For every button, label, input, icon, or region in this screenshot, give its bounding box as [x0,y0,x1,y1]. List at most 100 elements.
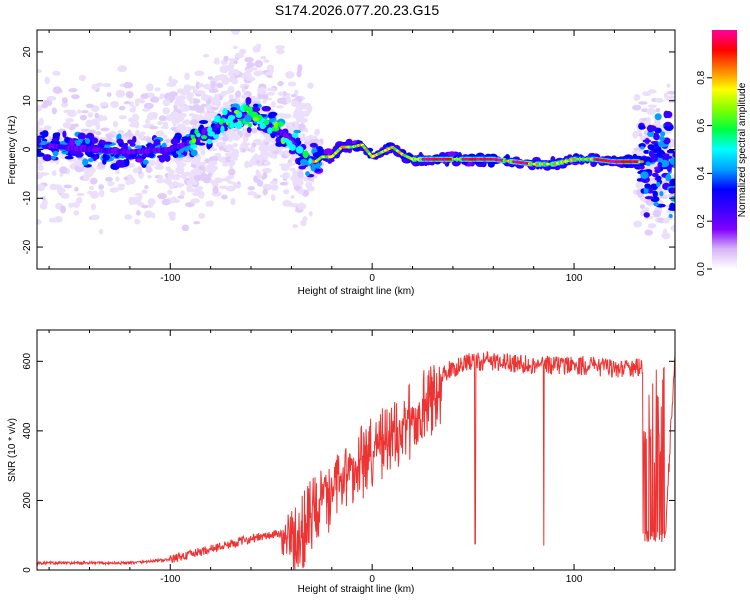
spectrogram-haze-blob [260,150,268,158]
spectrogram-blob [261,105,272,112]
spectrogram-haze-blob [218,185,229,189]
spectrogram-haze-blob [99,102,109,107]
spectrogram-haze-blob [90,214,100,221]
spectrogram-haze-blob [115,186,125,191]
spectrogram-haze-blob [115,89,126,98]
spectrogram-blob [115,159,125,167]
spectrogram-haze-blob [262,171,268,180]
spectrogram-haze-blob [647,104,657,109]
spectrogram-haze-blob [136,210,141,216]
spectrogram-haze-blob [107,180,115,187]
spectrogram-haze-blob [293,185,301,191]
spectrogram-haze-blob [142,124,151,129]
spectrogram-haze-blob [176,95,187,101]
spectrogram-haze-blob [196,105,205,113]
spectrogram-haze-blob [185,202,195,208]
spectrogram-blob [638,142,646,149]
spectrogram-blob [148,152,155,158]
spectrogram-haze-blob [52,86,62,94]
spectrogram-haze-blob [37,164,44,172]
spectrogram-bright-blob [227,114,236,121]
spectrogram-haze-blob [162,99,171,107]
spectrogram-haze-blob [123,81,134,89]
spectrogram-haze-blob [218,145,224,151]
spectrogram-haze-blob [255,139,262,146]
spectrogram-haze-blob [255,159,261,164]
spectrogram-haze-blob [168,75,173,83]
colorbar-tick-label: 0.0 [696,262,707,276]
spectrogram-haze-blob [249,67,258,71]
spectrogram-haze-blob [37,171,41,175]
spectrogram-haze-blob [293,110,300,118]
spectrogram-haze-blob [37,183,46,192]
spectrogram-xtick-label: -100 [160,273,180,284]
spectrogram-haze-blob [185,91,192,96]
spectrogram-haze-blob [158,174,164,181]
spectrogram-haze-blob [90,190,99,199]
spectrogram-blob [156,155,164,159]
spectrogram-haze-blob [76,192,85,197]
spectrogram-haze-blob [262,188,268,196]
snr-xtick-label: 100 [566,574,583,585]
figure-title: S174.2026.077.20.23.G15 [275,2,439,18]
spectrogram-blob [267,113,276,119]
spectrogram-bright-blob [194,128,199,135]
spectrogram-blob [643,149,650,154]
spectrogram-haze-blob [299,117,308,123]
spectrogram-ridge [46,103,644,167]
spectrogram-haze-blob [212,185,219,194]
spectrogram-haze-blob [208,155,219,163]
spectrogram-haze-blob [73,210,80,216]
spectrogram-haze-blob [102,82,112,88]
spectrogram-haze-blob [167,182,176,187]
spectrogram-haze-blob [171,196,177,201]
snr-ytick-label: 200 [22,492,33,509]
spectrogram-haze-blob [123,101,131,105]
spectrogram-bright-blob [248,122,253,128]
spectrogram-haze-blob [269,68,274,76]
spectrogram-haze-blob [208,200,214,207]
spectrogram-haze-blob [114,168,120,175]
spectrogram-bright-blob [207,130,215,137]
spectrogram-haze-blob [252,45,261,53]
spectrogram-blob [51,155,56,160]
spectrogram-haze-blob [278,149,284,155]
spectrogram-blob [132,135,137,144]
spectrogram-blob [345,138,353,147]
spectrogram-haze-blob [167,189,173,195]
spectrogram-haze-blob [282,90,287,97]
spectrogram-haze-blob [60,192,70,199]
spectrogram-haze-blob [278,113,286,118]
spectrogram-haze-blob [80,128,90,132]
spectrogram-haze-blob [272,150,279,155]
spectrogram-bright-blob [291,133,299,138]
spectrogram-haze-blob [655,98,664,103]
spectrogram-haze-blob [255,170,261,177]
spectrogram-haze-blob [210,106,219,111]
spectrogram-blob [653,201,659,207]
spectrogram-haze-blob [257,87,267,95]
spectrogram-haze-blob [180,104,187,112]
spectrogram-haze-blob [633,220,642,228]
spectrogram-haze-blob [224,90,231,95]
spectrogram-blob [116,138,124,144]
spectrogram-haze-blob [128,196,136,205]
spectrogram-haze-blob [46,95,57,101]
spectrogram-haze-blob [191,192,202,197]
spectrogram-blob [64,155,74,160]
colorbar-tick-label: 0.8 [696,70,707,84]
spectrogram-blob [654,168,662,174]
spectrogram-blob [250,106,261,113]
spectrogram-haze-blob [62,121,72,129]
spectrogram-bright-blob [308,158,313,165]
spectrogram-haze-blob [88,166,96,174]
spectrogram-ridge-inner [640,160,644,164]
spectrogram-haze-blob [257,181,264,187]
spectrogram-blob [661,153,670,157]
spectrogram-haze-blob [170,157,176,162]
spectrogram-haze-blob [200,93,209,101]
spectrogram-haze-blob [131,113,140,122]
spectrogram-bright-blob [247,106,253,114]
spectrogram-haze-blob [263,59,270,63]
spectrogram-haze-blob [199,173,209,182]
